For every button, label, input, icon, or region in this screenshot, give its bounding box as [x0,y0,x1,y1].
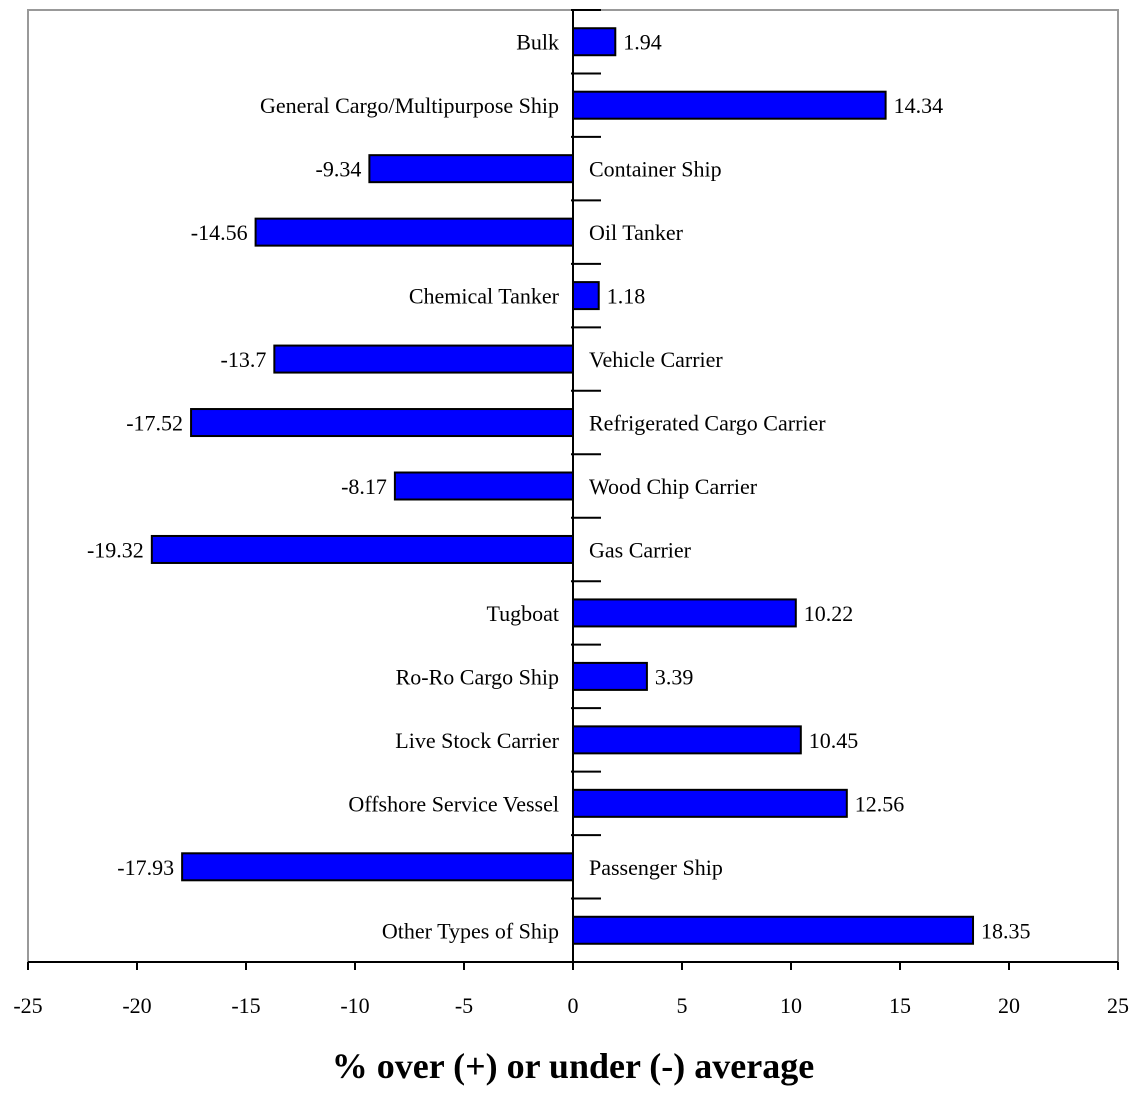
value-label: -17.93 [117,855,174,880]
bar [572,915,975,945]
x-tick-label: 15 [889,993,911,1018]
bar [181,852,574,882]
bar [368,154,574,184]
category-label: Oil Tanker [589,220,684,245]
bar [273,344,574,374]
bar [254,217,574,247]
bar [572,788,848,818]
bar [190,408,574,438]
x-tick-label: 10 [780,993,802,1018]
value-label: -19.32 [87,537,144,562]
bar [572,90,887,120]
value-label: -17.52 [126,411,183,436]
category-label: Wood Chip Carrier [589,474,758,499]
value-label: -8.17 [341,474,387,499]
category-label: General Cargo/Multipurpose Ship [260,93,559,118]
category-label: Vehicle Carrier [589,347,723,372]
x-tick-label: -15 [231,993,260,1018]
value-label: 1.94 [623,30,662,55]
x-tick-label: 20 [998,993,1020,1018]
value-label: 10.22 [804,601,854,626]
category-label: Tugboat [486,601,559,626]
bar [572,661,648,691]
x-tick-label: -5 [455,993,473,1018]
x-tick-label: -10 [340,993,369,1018]
category-label: Gas Carrier [589,537,692,562]
x-tick-label: 25 [1107,993,1129,1018]
x-tick-label: -20 [122,993,151,1018]
bar [393,471,575,501]
category-label: Chemical Tanker [409,284,560,309]
bar [572,725,802,755]
bar [572,27,617,57]
category-label: Offshore Service Vessel [348,791,559,816]
category-label: Passenger Ship [589,855,723,880]
value-label: 14.34 [894,93,944,118]
value-label: 3.39 [655,664,694,689]
category-label: Other Types of Ship [382,918,559,943]
bar [572,281,600,311]
x-axis-title: % over (+) or under (-) average [332,1046,814,1086]
value-label: 12.56 [855,791,905,816]
category-label: Bulk [516,30,559,55]
value-label: -13.7 [221,347,267,372]
category-label: Live Stock Carrier [395,728,559,753]
category-label: Refrigerated Cargo Carrier [589,411,826,436]
bar [572,598,797,628]
value-label: 1.18 [607,284,646,309]
x-tick-label: 0 [568,993,579,1018]
category-label: Ro-Ro Cargo Ship [396,664,559,689]
value-label: 10.45 [809,728,859,753]
x-tick-label: 5 [677,993,688,1018]
value-label: -9.34 [316,157,362,182]
x-tick-label: -25 [13,993,42,1018]
value-label: 18.35 [981,918,1031,943]
bar [150,534,574,564]
category-label: Container Ship [589,157,722,182]
value-label: -14.56 [191,220,248,245]
